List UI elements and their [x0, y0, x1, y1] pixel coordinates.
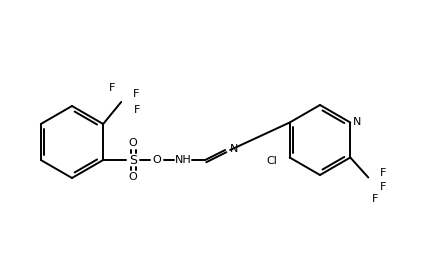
Text: O: O: [153, 155, 161, 165]
Text: F: F: [380, 182, 386, 192]
Text: O: O: [129, 138, 137, 148]
Text: F: F: [371, 195, 378, 205]
Text: F: F: [109, 83, 115, 93]
Text: Cl: Cl: [266, 157, 277, 166]
Text: F: F: [380, 168, 386, 179]
Text: F: F: [134, 105, 140, 115]
Text: N: N: [230, 144, 238, 154]
Text: O: O: [129, 172, 137, 182]
Text: N: N: [352, 117, 361, 126]
Text: F: F: [132, 89, 139, 99]
Text: NH: NH: [174, 155, 191, 165]
Text: S: S: [129, 154, 137, 166]
